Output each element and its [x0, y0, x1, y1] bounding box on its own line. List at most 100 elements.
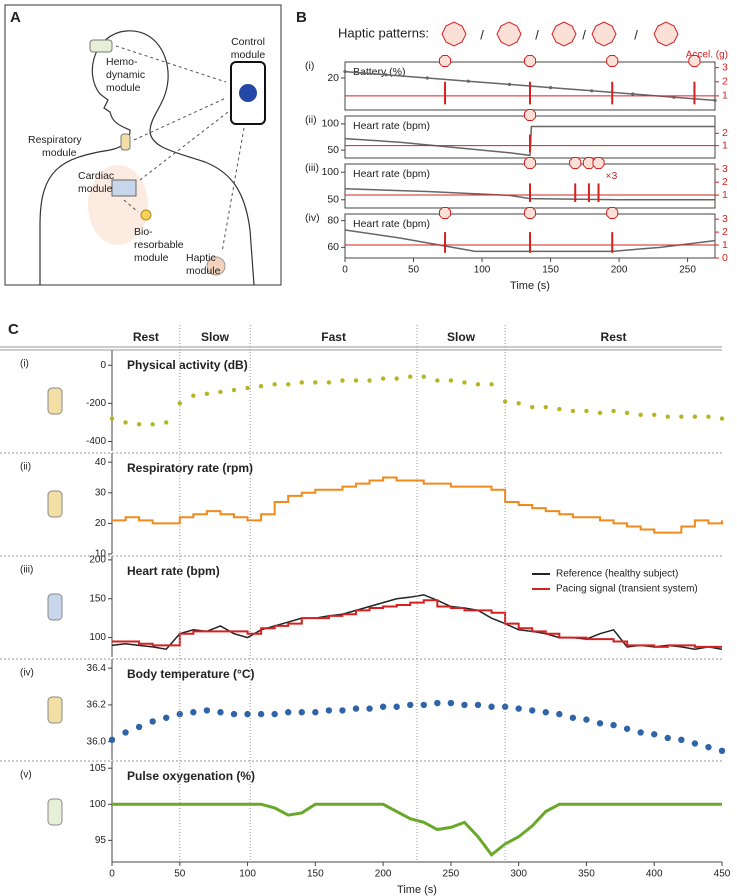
legend-label: Reference (healthy subject)	[556, 569, 678, 580]
data-point	[475, 382, 481, 387]
chart-title: Pulse oxygenation (%)	[127, 769, 255, 783]
module-label: module	[106, 82, 141, 94]
data-line	[344, 188, 715, 201]
data-point	[461, 701, 468, 709]
data-point	[149, 718, 156, 725]
data-point	[384, 73, 388, 77]
y2-tick-label: 2	[722, 127, 728, 139]
x-tick-label: 300	[510, 869, 527, 880]
y-tick-label: 95	[95, 835, 107, 846]
data-point	[447, 699, 455, 707]
y-tick-label: 36.4	[87, 663, 107, 674]
haptic-icon	[438, 206, 452, 220]
data-point	[542, 709, 549, 716]
data-point	[163, 714, 170, 721]
y-tick-label: -400	[86, 436, 106, 447]
x-tick-label: 350	[578, 869, 595, 880]
data-point	[312, 709, 319, 716]
data-point	[678, 736, 685, 743]
data-point	[706, 414, 711, 419]
data-point	[352, 705, 360, 712]
data-point	[529, 707, 536, 714]
data-point	[713, 98, 717, 102]
y-tick-label: 20	[327, 72, 339, 84]
data-point	[652, 412, 657, 417]
data-point	[434, 699, 441, 707]
data-point	[489, 382, 494, 387]
x-tick-label: 200	[375, 869, 392, 880]
bioresorbable-icon	[140, 209, 152, 221]
data-point	[718, 747, 726, 755]
data-line	[344, 229, 716, 253]
data-point	[257, 710, 265, 718]
y2-tick-label: 2	[722, 76, 728, 88]
cardiac-icon	[111, 179, 137, 197]
chart-title: Heart rate (bpm)	[127, 564, 220, 578]
data-point	[191, 393, 196, 398]
module-label: dynamic	[106, 69, 145, 81]
data-point	[435, 378, 440, 383]
data-point	[258, 384, 264, 389]
data-point	[394, 376, 399, 381]
x-axis-label: Time (s)	[510, 280, 550, 292]
separator: /	[535, 27, 539, 42]
haptic-icon	[606, 206, 619, 220]
x-tick-label: 150	[307, 869, 324, 880]
data-point	[407, 701, 414, 709]
data-point	[285, 709, 292, 716]
x-tick-label: 50	[408, 265, 420, 276]
data-point	[217, 709, 224, 716]
data-point	[488, 703, 495, 710]
module-icon	[47, 490, 63, 518]
data-point	[150, 422, 155, 427]
data-point	[543, 404, 548, 410]
data-point	[583, 716, 590, 723]
y-tick-label: 150	[89, 593, 106, 604]
y-tick-label: -200	[86, 398, 106, 409]
y2-tick-label: 0	[722, 252, 728, 264]
data-point	[190, 709, 197, 716]
data-line	[344, 125, 715, 157]
data-point	[596, 720, 604, 727]
data-point	[597, 410, 603, 416]
x-tick-label: 0	[109, 869, 115, 880]
haptic-icon	[438, 54, 452, 68]
y-tick-label: 50	[327, 194, 339, 206]
panel-label: A	[10, 9, 21, 26]
y2-tick-label: 3	[722, 213, 728, 225]
module-label: Hemo-	[106, 56, 138, 68]
haptic-icon	[523, 206, 537, 220]
y-tick-label: 80	[327, 214, 339, 226]
data-point	[623, 725, 631, 732]
data-point	[421, 374, 426, 379]
data-point	[271, 710, 278, 718]
data-line	[112, 476, 723, 534]
data-point	[557, 406, 562, 412]
chart-title: Physical activity (dB)	[127, 358, 248, 372]
data-point	[530, 404, 535, 410]
x-tick-label: 400	[646, 869, 663, 880]
data-point	[624, 410, 630, 416]
data-point	[326, 380, 332, 385]
data-point	[122, 729, 129, 736]
y2-tick-label: 1	[722, 90, 728, 102]
annotation: ×3	[605, 170, 617, 182]
module-icon	[47, 593, 63, 621]
data-point	[230, 710, 238, 718]
y-tick-label: 200	[89, 555, 106, 566]
y2-tick-label: 3	[722, 61, 728, 73]
y2-tick-label: 1	[722, 139, 728, 151]
x-tick-label: 450	[714, 869, 731, 880]
data-point	[425, 76, 429, 80]
data-point	[692, 414, 698, 419]
separator: /	[634, 27, 638, 42]
data-point	[584, 408, 589, 414]
data-point	[286, 382, 291, 387]
phase-label: Rest	[133, 330, 159, 344]
data-point	[672, 95, 676, 99]
data-point	[164, 420, 169, 425]
separator: /	[582, 27, 586, 42]
data-point	[204, 391, 210, 397]
data-point	[343, 70, 347, 74]
row-label: (ii)	[20, 462, 31, 473]
